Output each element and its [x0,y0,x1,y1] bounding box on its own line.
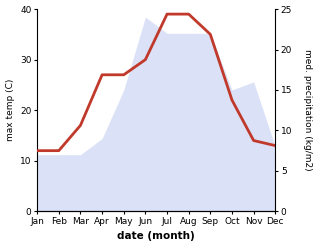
Y-axis label: med. precipitation (kg/m2): med. precipitation (kg/m2) [303,49,313,171]
X-axis label: date (month): date (month) [117,231,195,242]
Y-axis label: max temp (C): max temp (C) [5,79,15,141]
